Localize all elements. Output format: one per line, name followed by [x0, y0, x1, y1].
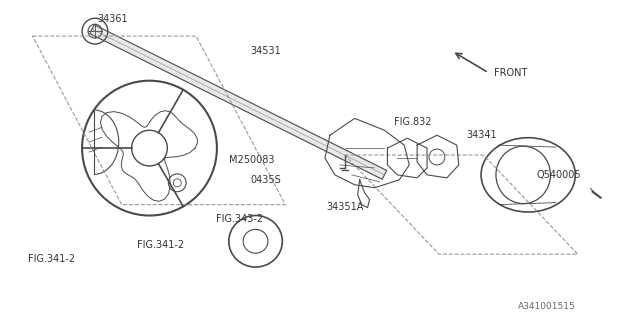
Text: Q540005: Q540005	[536, 170, 580, 180]
Text: FRONT: FRONT	[495, 68, 528, 78]
Text: 0435S: 0435S	[251, 175, 282, 185]
Text: A341001515: A341001515	[518, 302, 576, 311]
Text: M250083: M250083	[228, 155, 275, 165]
Text: FIG.343-2: FIG.343-2	[216, 214, 263, 224]
Text: FIG.341-2: FIG.341-2	[136, 240, 184, 250]
Text: 34341: 34341	[467, 130, 497, 140]
Text: FIG.832: FIG.832	[394, 117, 432, 127]
Text: 34351A: 34351A	[326, 202, 364, 212]
Text: 34361: 34361	[97, 14, 127, 24]
Text: 34531: 34531	[251, 46, 282, 56]
Polygon shape	[90, 25, 387, 179]
Text: FIG.341-2: FIG.341-2	[28, 254, 75, 264]
